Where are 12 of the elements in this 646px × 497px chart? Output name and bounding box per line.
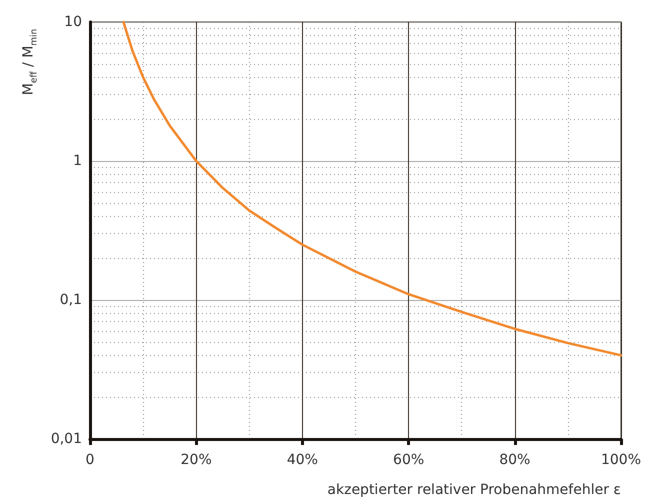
line-series bbox=[122, 20, 622, 357]
x-tick-label: 100% bbox=[600, 452, 642, 468]
x-tick-label: 80% bbox=[499, 452, 530, 468]
x-axis-title: akzeptierter relativer Probenahmefehler ε bbox=[327, 482, 621, 497]
x-tick-label: 40% bbox=[286, 452, 318, 468]
x-tick-label: 20% bbox=[180, 452, 212, 468]
y-tick-label: 1 bbox=[73, 153, 82, 169]
x-tick-label: 60% bbox=[393, 452, 424, 468]
x-tick-label: 0 bbox=[86, 452, 94, 468]
y-tick-label: 0,1 bbox=[60, 292, 82, 308]
y-tick-label: 0,01 bbox=[50, 431, 82, 447]
y-tick-label: 10 bbox=[64, 14, 82, 30]
